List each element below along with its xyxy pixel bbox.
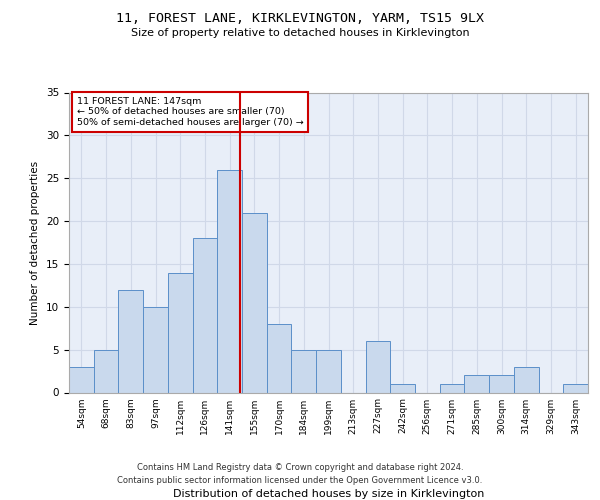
Bar — [489, 376, 514, 392]
Bar — [390, 384, 415, 392]
Bar — [69, 367, 94, 392]
Bar — [143, 307, 168, 392]
Text: Contains HM Land Registry data © Crown copyright and database right 2024.: Contains HM Land Registry data © Crown c… — [137, 464, 463, 472]
Bar — [365, 341, 390, 392]
Bar — [94, 350, 118, 393]
Bar — [514, 367, 539, 392]
Text: Size of property relative to detached houses in Kirklevington: Size of property relative to detached ho… — [131, 28, 469, 38]
Bar — [292, 350, 316, 393]
Text: 11 FOREST LANE: 147sqm
← 50% of detached houses are smaller (70)
50% of semi-det: 11 FOREST LANE: 147sqm ← 50% of detached… — [77, 97, 304, 127]
X-axis label: Distribution of detached houses by size in Kirklevington: Distribution of detached houses by size … — [173, 490, 484, 500]
Bar — [193, 238, 217, 392]
Bar — [217, 170, 242, 392]
Y-axis label: Number of detached properties: Number of detached properties — [31, 160, 40, 324]
Text: Contains public sector information licensed under the Open Government Licence v3: Contains public sector information licen… — [118, 476, 482, 485]
Bar — [242, 212, 267, 392]
Bar — [118, 290, 143, 393]
Bar — [168, 272, 193, 392]
Text: 11, FOREST LANE, KIRKLEVINGTON, YARM, TS15 9LX: 11, FOREST LANE, KIRKLEVINGTON, YARM, TS… — [116, 12, 484, 26]
Bar — [316, 350, 341, 393]
Bar — [267, 324, 292, 392]
Bar — [464, 376, 489, 392]
Bar — [563, 384, 588, 392]
Bar — [440, 384, 464, 392]
